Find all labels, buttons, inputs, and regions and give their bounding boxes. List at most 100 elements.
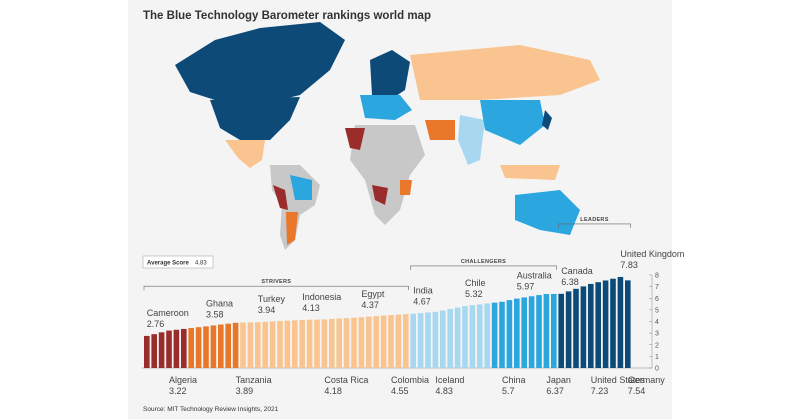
bar	[580, 286, 587, 368]
bar	[558, 293, 564, 368]
bar	[514, 298, 520, 368]
group-bracket	[558, 223, 631, 228]
map-russia	[410, 45, 600, 100]
group-label: CHALLENGERS	[461, 259, 506, 265]
y-tick-label: 7	[655, 284, 659, 291]
bar	[255, 322, 261, 368]
y-tick-label: 5	[655, 307, 659, 314]
bar	[499, 301, 505, 368]
bar	[321, 319, 328, 368]
bar-label: Germany	[628, 375, 666, 385]
value-label: 5.97	[517, 282, 535, 292]
bar	[625, 280, 631, 368]
bar	[543, 293, 550, 368]
value-label: 4.67	[413, 297, 431, 307]
bar	[144, 335, 150, 368]
bar	[299, 319, 305, 368]
y-tick-label: 3	[655, 331, 659, 338]
bar-label: Chile	[465, 278, 486, 288]
bar-label: Iceland	[435, 375, 464, 385]
bar	[166, 330, 172, 368]
map-canada	[175, 22, 345, 105]
map-africa	[350, 125, 425, 225]
map-indonesia	[500, 165, 560, 180]
bar	[617, 276, 624, 368]
bar-label: Algeria	[169, 375, 197, 385]
bar	[351, 317, 357, 368]
bar	[588, 283, 594, 368]
bar-label: Colombia	[391, 375, 429, 385]
bar	[573, 288, 579, 368]
bar	[417, 313, 424, 368]
bar	[380, 315, 387, 368]
bar	[210, 325, 217, 368]
group-label: STRIVERS	[261, 279, 291, 285]
world-map	[175, 22, 600, 250]
bar	[521, 297, 527, 368]
bar	[373, 316, 379, 368]
bar	[292, 320, 298, 368]
bar	[225, 323, 231, 368]
value-label: 2.76	[147, 319, 165, 329]
bar	[262, 321, 268, 368]
bar-label: India	[413, 286, 433, 296]
bar	[506, 300, 513, 368]
bar	[454, 307, 461, 368]
bar	[528, 296, 535, 368]
y-tick-label: 1	[655, 354, 659, 361]
bar	[551, 293, 557, 368]
bar-label: Indonesia	[302, 292, 341, 302]
map-tanzania	[400, 180, 412, 195]
value-label: 7.23	[591, 386, 609, 396]
value-label: 4.37	[361, 300, 379, 310]
bar	[388, 315, 394, 368]
bar-label: United States	[591, 375, 646, 385]
bar	[610, 278, 616, 368]
average-box: Average Score 4.83	[142, 255, 214, 269]
bar	[410, 313, 416, 368]
map-brazil	[290, 175, 312, 200]
bar	[469, 305, 476, 368]
value-label: 3.89	[236, 386, 254, 396]
y-tick-label: 8	[655, 273, 659, 280]
value-label: 7.54	[628, 386, 646, 396]
bar	[477, 304, 483, 368]
bar	[247, 322, 254, 368]
bar	[447, 308, 453, 368]
bar	[203, 326, 209, 368]
y-tick-label: 2	[655, 342, 659, 349]
map-europe	[360, 95, 412, 120]
bar	[602, 280, 609, 368]
y-tick-label: 6	[655, 296, 659, 303]
bar	[491, 302, 498, 368]
bar-label: Costa Rica	[324, 375, 368, 385]
bar-label: United Kingdom	[620, 249, 684, 259]
bar	[440, 310, 446, 368]
value-label: 3.94	[258, 305, 276, 315]
group-bracket	[410, 265, 557, 270]
map-india	[458, 115, 485, 165]
chart-title: The Blue Technology Barometer rankings w…	[143, 10, 431, 22]
map-mexico	[225, 140, 265, 168]
bar	[536, 295, 542, 368]
bar	[151, 334, 157, 368]
value-label: 4.13	[302, 303, 320, 313]
value-label: 5.7	[502, 386, 515, 396]
bar	[240, 322, 246, 368]
y-tick-label: 4	[655, 319, 659, 326]
bar	[425, 312, 431, 368]
value-label: 4.83	[435, 386, 453, 396]
bar	[173, 329, 180, 368]
map-japan	[542, 110, 552, 130]
value-label: 3.22	[169, 386, 187, 396]
bar	[195, 327, 202, 368]
bar	[358, 317, 365, 368]
bar	[462, 306, 468, 368]
bar	[395, 314, 402, 368]
bar	[565, 291, 572, 368]
map-peru	[273, 185, 288, 210]
value-label: 6.37	[546, 386, 564, 396]
bar-label: Ghana	[206, 298, 233, 308]
average-frame	[142, 255, 214, 269]
